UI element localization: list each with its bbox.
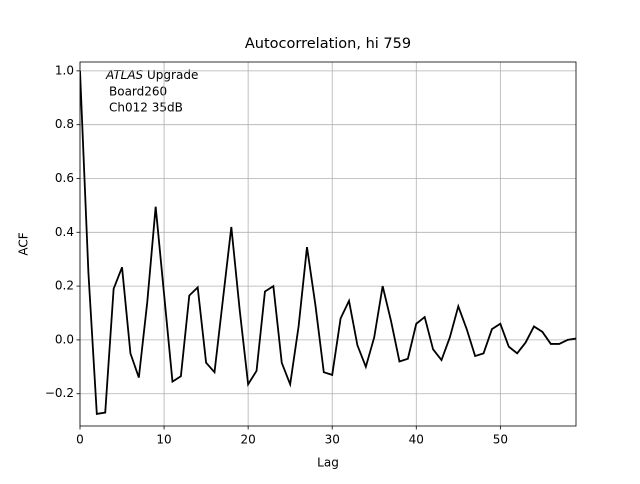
y-tick-label: 0.0 xyxy=(55,332,74,346)
annotation-italic: ATLAS xyxy=(105,68,144,82)
x-tick-label: 40 xyxy=(409,433,424,447)
y-tick-label: 0.6 xyxy=(55,171,74,185)
y-tick-label: 0.2 xyxy=(55,279,74,293)
y-tick-label: 0.8 xyxy=(55,117,74,131)
x-tick-label: 20 xyxy=(240,433,255,447)
annotation-text: Upgrade xyxy=(147,68,198,82)
chart-title: Autocorrelation, hi 759 xyxy=(245,36,411,52)
annotation-line: Ch012 35dB xyxy=(109,101,183,115)
x-tick-label: 10 xyxy=(156,433,171,447)
plot-frame xyxy=(79,61,577,427)
annotation: ATLAS Upgrade xyxy=(105,68,198,82)
annotation-line: Board260 xyxy=(109,85,167,99)
x-tick-label: 30 xyxy=(325,433,340,447)
y-axis-label: ACF xyxy=(17,232,31,255)
x-axis-label: Lag xyxy=(317,456,339,470)
y-tick-label: 0.4 xyxy=(55,225,74,239)
acf-line xyxy=(80,70,576,415)
y-tick-label: −0.2 xyxy=(45,386,74,400)
x-tick-label: 50 xyxy=(493,433,508,447)
y-tick-label: 1.0 xyxy=(55,63,74,77)
x-tick-label: 0 xyxy=(76,433,84,447)
